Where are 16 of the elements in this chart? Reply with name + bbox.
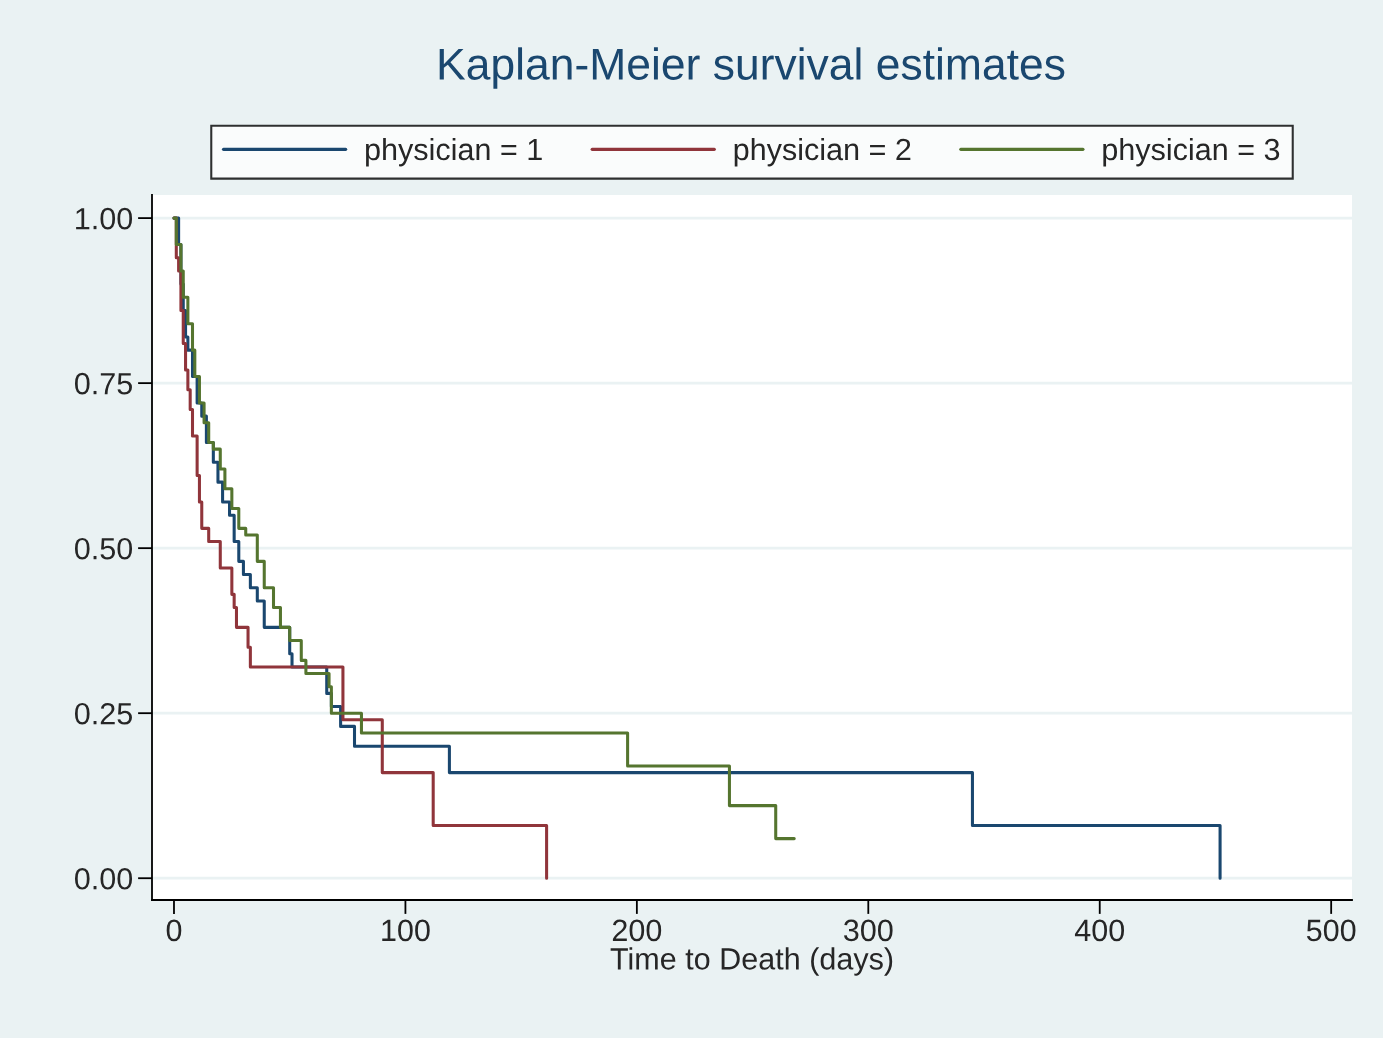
x-tick-label: 100 [382,919,430,942]
x-axis-title: Time to Death (days) [610,947,893,976]
y-tick-label: 0.75 [74,372,132,395]
legend-label: physician = 1 [366,137,542,167]
x-tick-label: 500 [1306,919,1356,942]
legend-label: physician = 2 [734,137,911,167]
x-tick-label: 0 [166,919,182,942]
x-tick-label: 200 [612,919,662,942]
legend-label: physician = 3 [1103,137,1280,167]
y-tick-label: 0.00 [74,867,133,890]
y-tick-label: 1.00 [76,207,133,230]
x-tick-label: 300 [843,919,893,942]
y-tick-label: 0.50 [74,537,133,560]
x-tick-label: 400 [1074,919,1125,942]
chart-title: Kaplan-Meier survival estimates [439,47,1065,89]
y-tick-label: 0.25 [74,702,132,725]
